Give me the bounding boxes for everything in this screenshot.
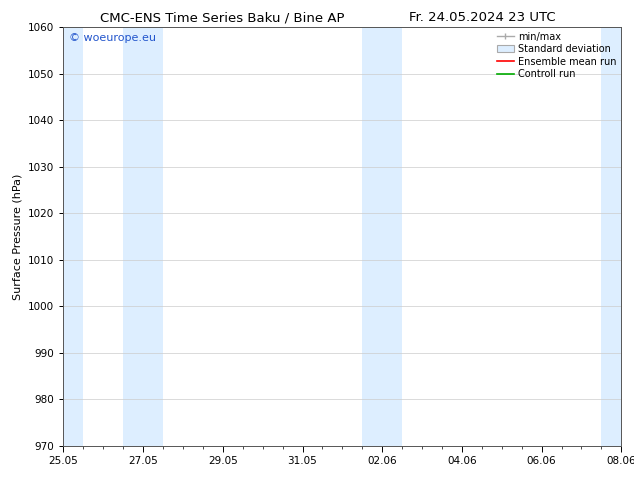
Text: © woeurope.eu: © woeurope.eu [69,33,156,43]
Bar [123,27,163,446]
Legend: min/max, Standard deviation, Ensemble mean run, Controll run: min/max, Standard deviation, Ensemble me… [495,30,618,81]
Y-axis label: Surface Pressure (hPa): Surface Pressure (hPa) [13,173,23,299]
Text: Fr. 24.05.2024 23 UTC: Fr. 24.05.2024 23 UTC [408,11,555,24]
Text: CMC-ENS Time Series Baku / Bine AP: CMC-ENS Time Series Baku / Bine AP [100,11,344,24]
Bar [63,27,83,446]
Bar [602,27,621,446]
Bar [362,27,402,446]
